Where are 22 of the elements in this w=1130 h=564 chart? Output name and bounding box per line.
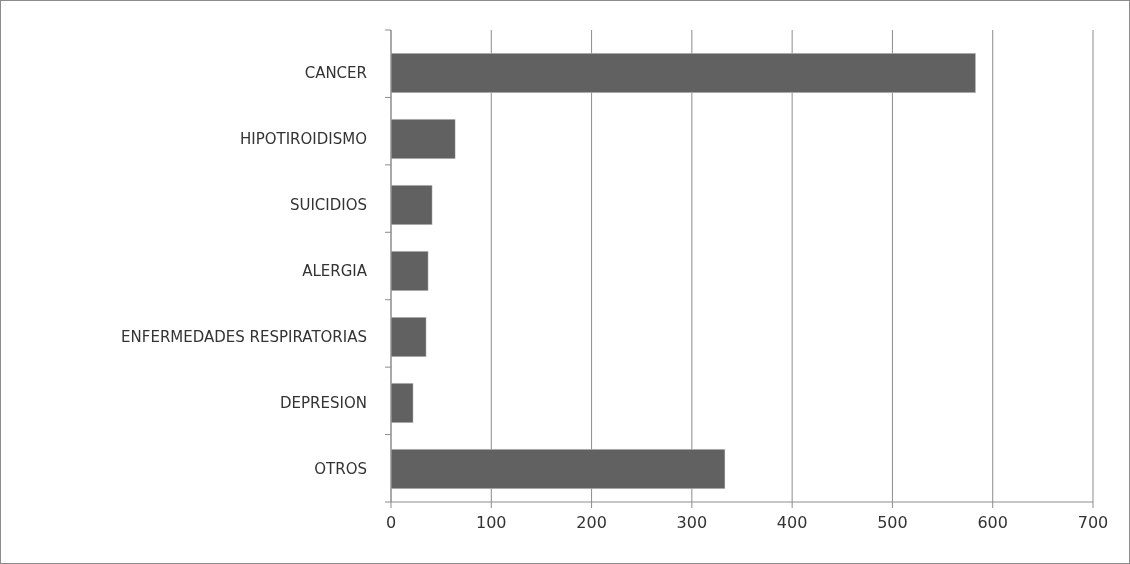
bar (390, 448, 726, 490)
y-tick-label: DEPRESION (280, 394, 367, 413)
x-tick-label: 600 (977, 513, 1008, 532)
y-tick-label: SUICIDIOS (289, 196, 367, 215)
bar (390, 250, 429, 292)
x-tick-label: 200 (576, 513, 607, 532)
y-tick-label: OTROS (314, 460, 367, 479)
y-tick-label: ENFERMEDADES RESPIRATORIAS (121, 328, 367, 347)
bar (390, 118, 456, 160)
bar (390, 382, 414, 424)
x-tick-label: 500 (877, 513, 908, 532)
bar (390, 52, 976, 94)
x-tick-label: 100 (476, 513, 507, 532)
y-tick-label: HIPOTIROIDISMO (239, 130, 367, 149)
x-tick-label: 700 (1077, 513, 1109, 532)
x-tick-label: 300 (676, 513, 708, 532)
x-tick-label: 0 (385, 513, 397, 532)
y-tick-label: CANCER (304, 64, 367, 83)
bar (390, 184, 433, 226)
y-tick-label: ALERGIA (302, 262, 368, 281)
bar (390, 316, 427, 358)
x-tick-label: 400 (776, 513, 808, 532)
